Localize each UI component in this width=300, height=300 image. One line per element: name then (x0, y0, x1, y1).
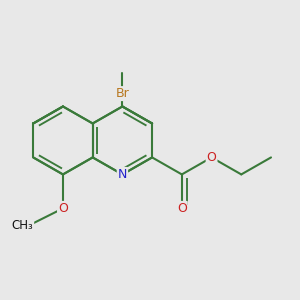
Text: Br: Br (116, 87, 129, 100)
Text: CH₃: CH₃ (11, 219, 33, 232)
Text: O: O (207, 151, 217, 164)
Text: O: O (177, 202, 187, 215)
Text: O: O (58, 202, 68, 215)
Text: N: N (118, 168, 127, 181)
